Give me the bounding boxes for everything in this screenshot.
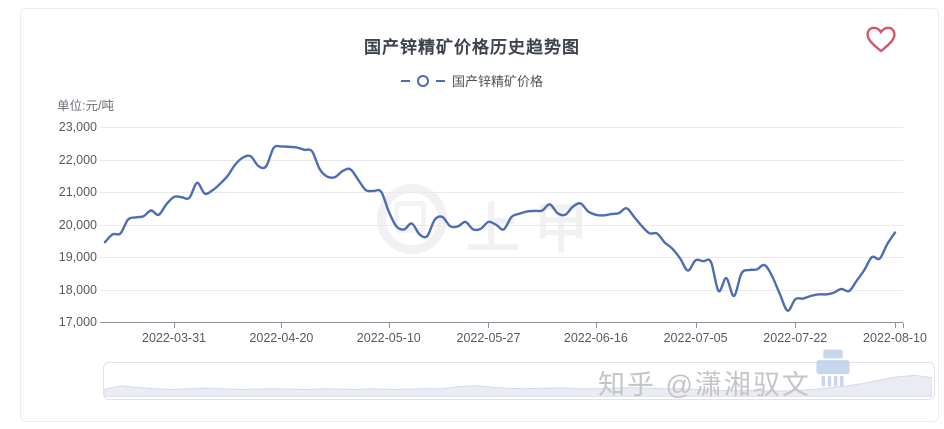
x-tick-mark — [174, 323, 176, 328]
x-tick-label: 2022-07-22 — [763, 331, 828, 345]
x-tick-label: 2022-05-27 — [456, 331, 521, 345]
y-tick-label: 18,000 — [58, 282, 97, 297]
x-tick-label: 2022-04-20 — [249, 331, 314, 345]
x-tick-mark — [388, 323, 390, 328]
x-tick-mark — [695, 323, 697, 328]
x-tick-mark — [281, 323, 283, 328]
gridline-23000 — [100, 127, 903, 128]
x-axis-end-tick — [903, 323, 904, 328]
x-tick-label: 2022-05-10 — [356, 331, 421, 345]
y-tick-label: 20,000 — [58, 217, 97, 232]
favorite-button[interactable] — [864, 24, 898, 56]
zhihu-watermark: 知乎 @潇湘驭文 — [598, 370, 811, 400]
gridline-22000 — [100, 159, 903, 161]
y-tick-label: 17,000 — [58, 315, 97, 329]
datazoom-slider[interactable] — [103, 362, 935, 400]
legend-line-icon — [435, 79, 445, 82]
printer-icon — [816, 349, 850, 387]
x-tick-mark — [595, 323, 597, 328]
legend-item-price-series[interactable]: 国产锌精矿价格 — [0, 71, 944, 90]
y-tick-label: 19,000 — [58, 250, 97, 264]
gridline-21000 — [100, 192, 903, 193]
x-tick-label: 2022-07-05 — [663, 331, 728, 345]
gridline-19000 — [100, 257, 903, 258]
legend-circle-icon — [416, 74, 429, 87]
y-axis-unit-label: 单位:元/吨 — [57, 99, 114, 113]
legend-label: 国产锌精矿价格 — [451, 74, 543, 89]
x-tick-mark — [488, 323, 490, 328]
y-tick-label: 21,000 — [58, 185, 97, 199]
legend-line-icon — [400, 79, 410, 82]
watermark-logo-glyph-icon — [394, 201, 426, 233]
datazoom-shadow-area — [104, 374, 932, 397]
x-tick-label: 2022-08-10 — [863, 331, 927, 345]
x-axis-line — [100, 322, 903, 323]
heart-icon — [866, 26, 896, 53]
x-tick-mark — [795, 323, 797, 328]
chart-title: 国产锌精矿价格历史趋势图 — [364, 38, 580, 57]
x-tick-mark — [895, 323, 896, 328]
gridline-18000 — [100, 289, 903, 291]
x-tick-label: 2022-06-16 — [563, 331, 628, 345]
watermark-logo-text: 上甲 — [466, 199, 602, 259]
gridline-20000 — [100, 224, 903, 226]
y-tick-label: 22,000 — [58, 152, 97, 167]
y-tick-label: 23,000 — [58, 120, 97, 134]
x-tick-label: 2022-03-31 — [142, 331, 206, 345]
